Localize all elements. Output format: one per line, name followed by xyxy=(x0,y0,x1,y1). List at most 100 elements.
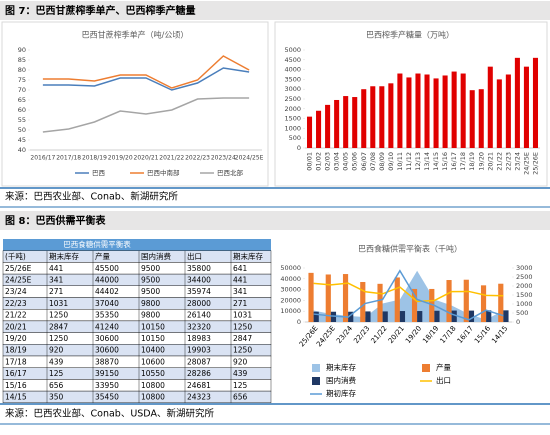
x-tick-label: 19/20 xyxy=(404,324,423,345)
bar xyxy=(382,311,388,322)
y-tick-label: 3000 xyxy=(284,85,301,93)
x-tick-label: 02/03 xyxy=(324,152,332,171)
bar xyxy=(478,89,484,148)
x-tick-label: 11/12 xyxy=(405,152,413,171)
y-tick-label: 30000 xyxy=(280,286,301,294)
table-cell: 641 xyxy=(233,264,248,273)
chart-title: 巴西食糖供需平衡表（千吨） xyxy=(358,244,462,254)
x-tick-label: 18/19 xyxy=(468,152,476,171)
y-tick-label: 65 xyxy=(18,96,26,104)
bar xyxy=(342,274,349,322)
line-series xyxy=(313,282,504,303)
y2-tick-label: 3000 xyxy=(516,264,533,272)
y2-tick-label: 1000 xyxy=(516,300,533,308)
y-tick-label: 70 xyxy=(18,86,26,94)
y-tick-label: 2500 xyxy=(284,95,301,103)
y-tick-label: 85 xyxy=(18,56,26,64)
table-header-cell: 产量 xyxy=(95,251,110,261)
bar xyxy=(325,274,331,322)
legend-label: 巴西北部 xyxy=(217,168,244,177)
x-tick-label: 2021/22 xyxy=(159,155,184,162)
table-cell: 15/16 xyxy=(5,381,27,390)
x-tick-label: 09/10 xyxy=(387,152,395,171)
x-tick-label: 08/09 xyxy=(378,152,386,171)
table-cell: 1250 xyxy=(233,322,252,331)
legend-label: 出口 xyxy=(436,375,451,385)
bar xyxy=(360,281,366,322)
table-cell: 10800 xyxy=(141,381,165,390)
bar xyxy=(379,86,385,148)
chart-title: 巴西榨季产糖量（万吨） xyxy=(366,30,454,40)
table-cell: 14/15 xyxy=(5,392,27,401)
legend-label: 国内消费 xyxy=(326,375,356,385)
table-cell: 30600 xyxy=(95,334,119,343)
x-tick-label: 01/02 xyxy=(315,152,323,171)
x-tick-label: 19/20 xyxy=(477,152,485,171)
legend-swatch xyxy=(312,377,320,385)
table-cell: 35350 xyxy=(95,311,119,320)
x-tick-label: 00/01 xyxy=(306,152,314,171)
table-header-cell: 期末库存 xyxy=(49,251,79,261)
bar xyxy=(406,77,412,148)
figure-title: 图 7：巴西甘蔗榨季单产、巴西榨季产糖量 xyxy=(5,4,195,17)
bar xyxy=(446,280,452,322)
table-cell: 34400 xyxy=(187,275,211,284)
y2-tick-label: 2500 xyxy=(516,273,533,281)
table-cell: 23/24 xyxy=(5,287,27,296)
x-tick-label: 14/15 xyxy=(432,152,440,171)
bar xyxy=(532,57,539,149)
bar xyxy=(486,310,492,322)
bar xyxy=(306,116,313,148)
table-cell: 10600 xyxy=(141,357,165,366)
x-tick-label: 18/19 xyxy=(421,324,440,345)
table-cell: 441 xyxy=(49,264,64,273)
chart-title: 巴西甘蔗榨季单产（吨/公顷） xyxy=(82,30,189,40)
table-cell: 1250 xyxy=(49,311,68,320)
table-cell: 33950 xyxy=(95,381,119,390)
table-cell: 28000 xyxy=(187,299,211,308)
legend-label: 巴西中南部 xyxy=(147,168,180,177)
x-tick-label: 20/21 xyxy=(486,152,494,171)
y-tick-label: 60 xyxy=(18,106,26,114)
x-tick-label: 24/25E xyxy=(315,324,337,348)
table-cell: 9500 xyxy=(141,287,160,296)
y-tick-label: 20000 xyxy=(280,296,301,304)
y-tick-label: 3500 xyxy=(284,75,301,83)
x-tick-label: 04/05 xyxy=(342,152,350,171)
bar xyxy=(433,78,439,148)
x-tick-label: 13/14 xyxy=(423,152,431,171)
bar xyxy=(451,71,457,148)
table-cell: 2847 xyxy=(233,334,252,343)
x-tick-label: 22/23 xyxy=(504,152,512,171)
x-tick-label: 2016/17 xyxy=(30,155,55,162)
x-tick-label: 14/15 xyxy=(490,324,509,345)
bar xyxy=(415,73,421,148)
y-tick-label: 10000 xyxy=(280,307,301,315)
bar xyxy=(514,57,520,149)
y-tick-label: 55 xyxy=(18,116,26,124)
y-tick-label: 40000 xyxy=(280,275,301,283)
y-tick-label: 40 xyxy=(18,146,26,154)
x-tick-label: 03/04 xyxy=(333,152,341,171)
table-header-cell: 国内消费 xyxy=(141,251,171,261)
bar xyxy=(334,99,340,148)
x-tick-label: 20/21 xyxy=(387,324,406,345)
table-cell: 37040 xyxy=(95,299,119,308)
table-cell: 9500 xyxy=(141,275,160,284)
x-tick-label: 06/07 xyxy=(360,152,368,171)
bar xyxy=(496,79,502,148)
y-tick-label: 50 xyxy=(18,126,26,134)
x-tick-label: 2017/18 xyxy=(56,155,81,162)
y-tick-label: 500 xyxy=(289,134,301,142)
table-cell: 271 xyxy=(49,287,64,296)
x-tick-label: 2022/23 xyxy=(185,155,210,162)
table-cell: 16/17 xyxy=(5,369,27,378)
table-header-cell: 出口 xyxy=(187,251,202,261)
bar xyxy=(313,311,319,322)
table-cell: 439 xyxy=(49,357,64,366)
bar xyxy=(370,86,376,148)
table-cell: 44402 xyxy=(95,287,119,296)
x-tick-label: 17/18 xyxy=(459,152,467,171)
x-tick-label: 21/22 xyxy=(370,324,389,345)
